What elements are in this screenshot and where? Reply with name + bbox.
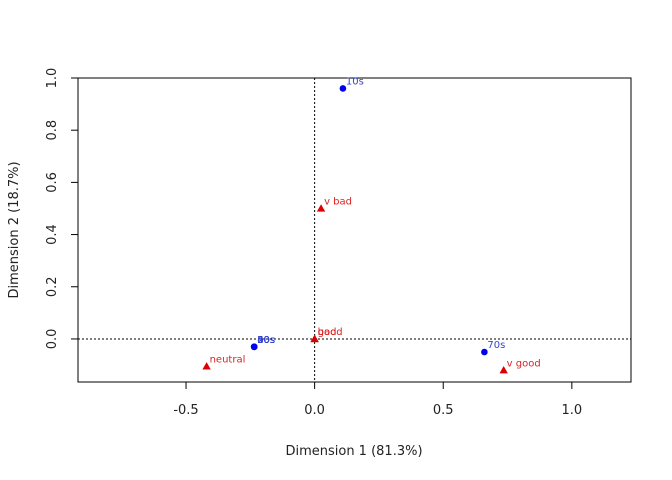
y-tick-label: 0.8 — [45, 120, 60, 141]
point-marker-v-bad — [316, 204, 326, 212]
point-marker-70s — [481, 348, 488, 356]
point-label-v-bad: v bad — [324, 196, 352, 207]
point-label-bad: bad — [318, 327, 337, 338]
plot-area-border — [77, 77, 632, 383]
x-axis-title: Dimension 1 (81.3%) — [285, 444, 422, 459]
point-marker-neutral — [202, 362, 211, 370]
y-axis: 0.0 0.2 0.4 0.6 0.8 1.0 — [45, 68, 79, 350]
point-label-good: good — [318, 327, 343, 338]
point-label-neutral: neutral — [210, 354, 246, 365]
point-label-10s: 10s — [346, 76, 364, 87]
point-label-60s: 60s — [257, 335, 275, 346]
point-label-v-good: v good — [507, 358, 541, 369]
point-marker-10s — [339, 85, 347, 92]
x-tick-label: 0.0 — [304, 403, 325, 418]
y-tick-label: 1.0 — [45, 68, 60, 89]
y-tick-label: 0.2 — [45, 276, 60, 297]
reference-lines — [78, 78, 631, 382]
y-tick-label: 0.4 — [45, 224, 60, 245]
y-tick-label: 0.0 — [45, 329, 60, 350]
y-tick-label: 0.6 — [45, 172, 60, 193]
point-label-70s: 70s — [487, 340, 505, 351]
point-marker-good — [310, 334, 319, 343]
point-label-20s: 20s — [257, 335, 275, 346]
x-tick-label: -0.5 — [173, 403, 198, 418]
point-label-40s: 40s — [257, 335, 275, 346]
point-label-30s: 30s — [257, 335, 275, 346]
point-marker-60s — [250, 343, 258, 351]
x-axis: -0.5 0.0 0.5 1.0 — [173, 381, 582, 418]
x-tick-label: 0.5 — [433, 403, 454, 418]
point-label-50s: 50s — [257, 335, 275, 346]
x-tick-label: 1.0 — [561, 403, 582, 418]
point-marker-v-good — [499, 366, 508, 374]
y-axis-title: Dimension 2 (18.7%) — [7, 161, 22, 298]
